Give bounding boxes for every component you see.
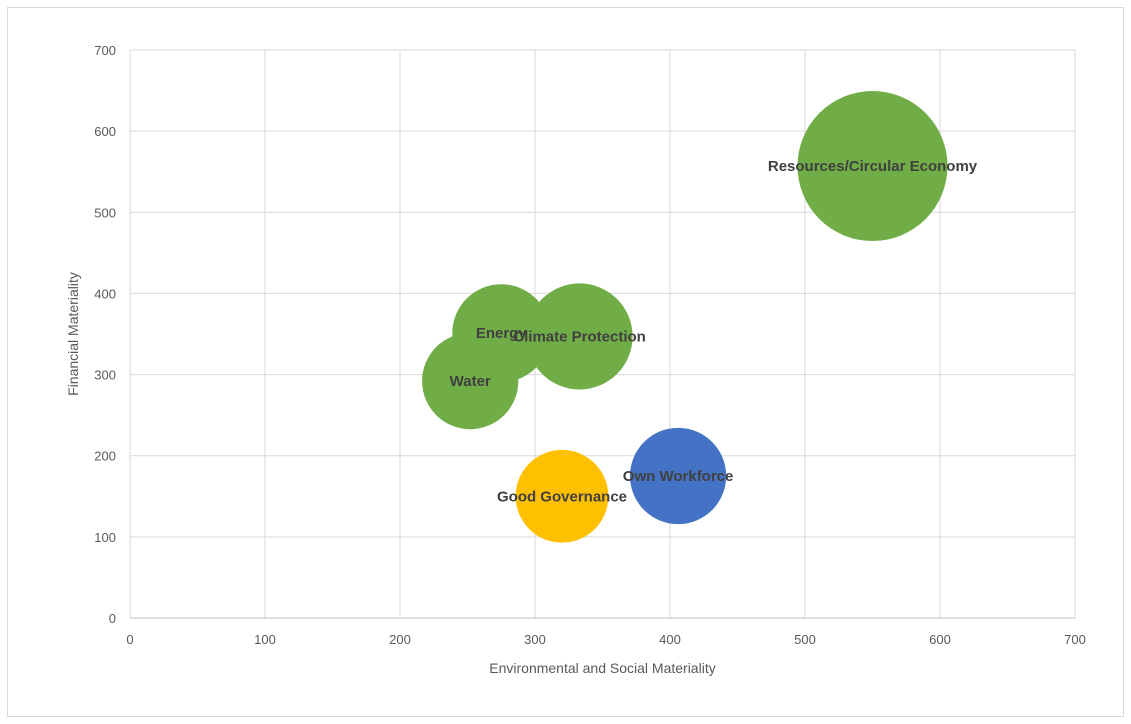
- x-tick-label: 400: [659, 632, 681, 647]
- y-tick-labels: 0 100 200 300 400 500 600 700: [94, 43, 116, 626]
- bubble-label: Climate Protection: [513, 328, 646, 345]
- bubble: [526, 283, 633, 390]
- y-tick-label: 500: [94, 205, 116, 220]
- x-tick-label: 600: [929, 632, 951, 647]
- bubble-label: Water: [450, 373, 491, 390]
- x-tick-labels: 0 100 200 300 400 500 600 700: [126, 632, 1085, 647]
- y-tick-label: 200: [94, 449, 116, 464]
- x-tick-label: 200: [389, 632, 411, 647]
- y-tick-label: 700: [94, 43, 116, 58]
- bubble: [515, 449, 609, 543]
- x-tick-label: 300: [524, 632, 546, 647]
- x-axis-title: Environmental and Social Materiality: [489, 660, 715, 676]
- bubble-labels: Resources/Circular Economy EnergyClimate …: [450, 158, 978, 505]
- bubble: [629, 427, 727, 525]
- bubble-label: Own Workforce: [623, 468, 734, 485]
- y-tick-label: 100: [94, 530, 116, 545]
- x-tick-label: 500: [794, 632, 816, 647]
- y-tick-label: 300: [94, 368, 116, 383]
- bubble: [422, 332, 519, 430]
- y-tick-label: 600: [94, 124, 116, 139]
- bubble-label: Good Governance: [497, 488, 627, 505]
- bubble-label: Resources/Circular Economy: [768, 158, 978, 175]
- gridlines: [129, 49, 1076, 619]
- bubble-label: Energy: [476, 325, 528, 342]
- x-tick-label: 700: [1064, 632, 1086, 647]
- bubbles: [422, 91, 948, 543]
- x-tick-label: 0: [126, 632, 133, 647]
- y-tick-label: 400: [94, 286, 116, 301]
- y-axis-title: Financial Materiality: [65, 272, 81, 396]
- y-tick-label: 0: [109, 611, 116, 626]
- bubble: [797, 91, 948, 242]
- x-tick-label: 100: [254, 632, 276, 647]
